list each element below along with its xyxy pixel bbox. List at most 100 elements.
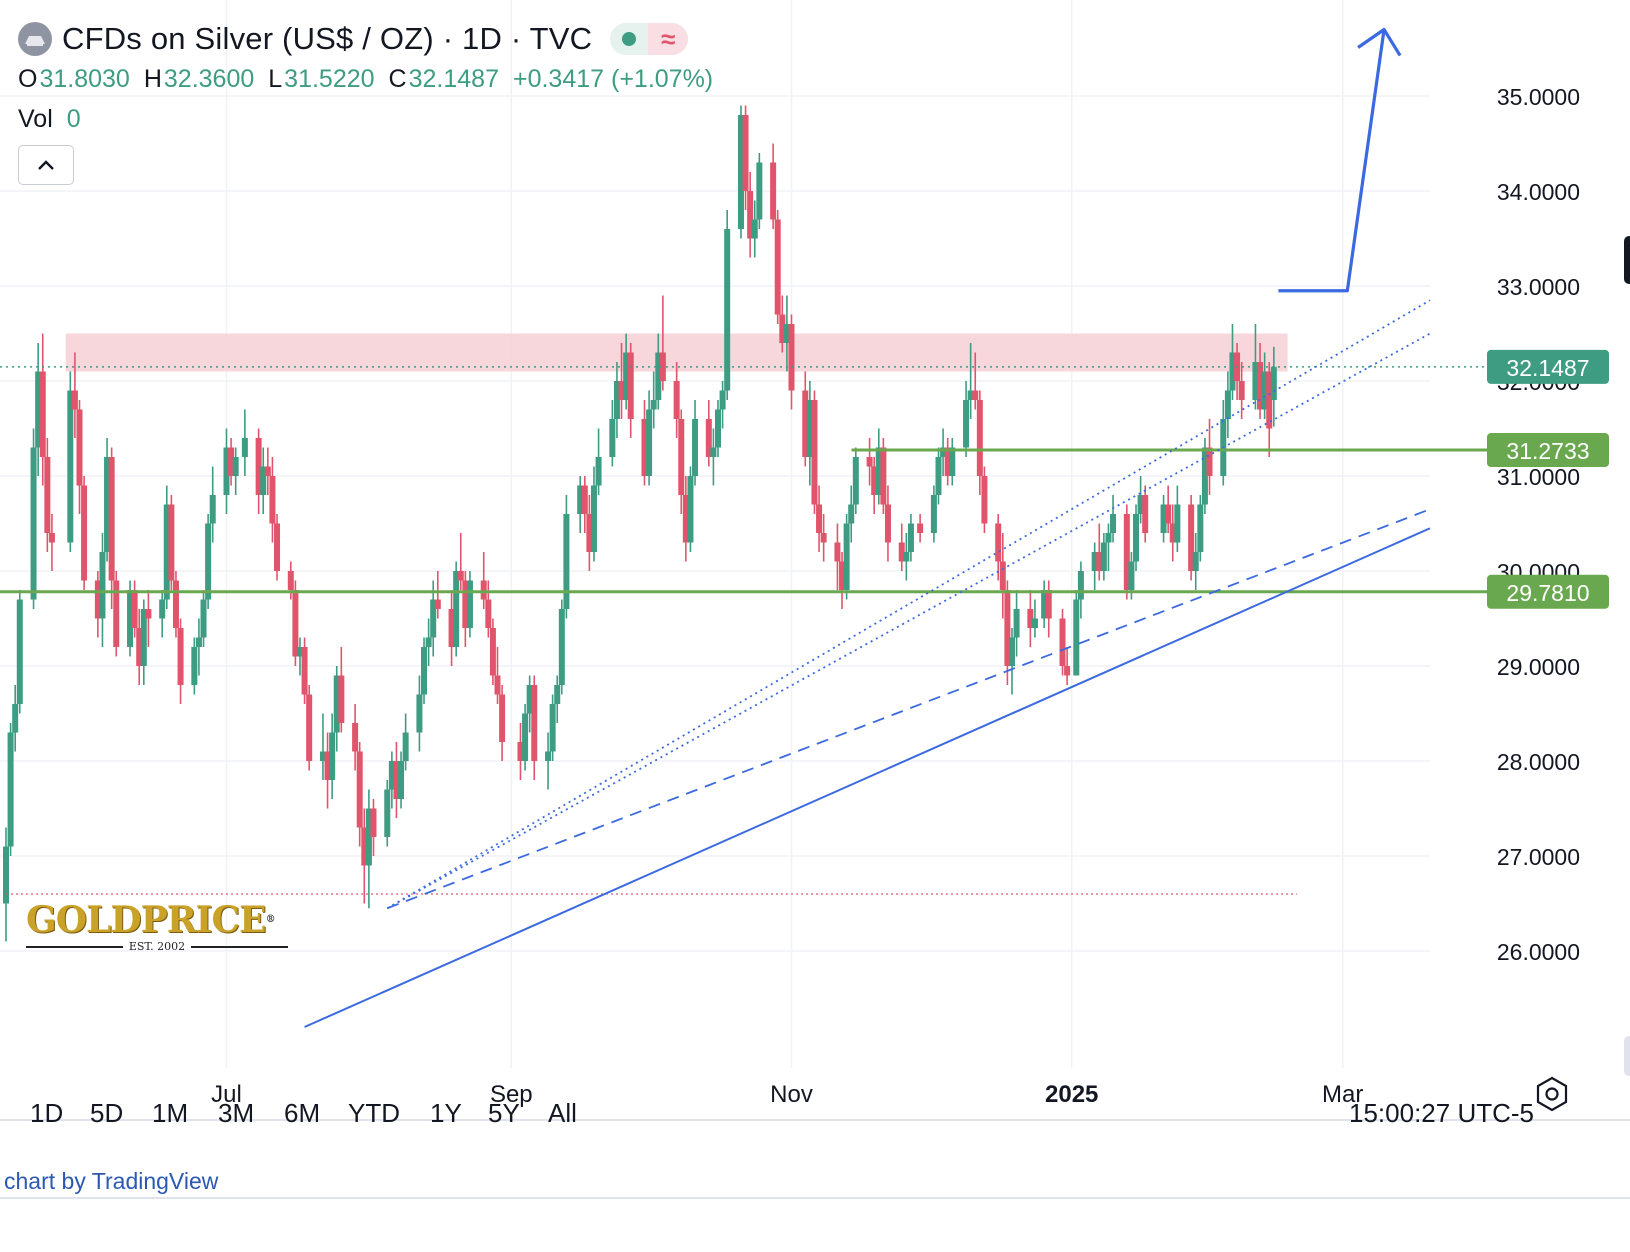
candle — [1027, 590, 1034, 647]
candle — [967, 343, 974, 419]
low-value: 31.5220 — [284, 64, 375, 93]
candle — [200, 590, 207, 647]
candle-body — [1201, 447, 1208, 505]
candle — [462, 571, 469, 647]
tradingview-attribution[interactable]: chart by TradingView — [4, 1168, 218, 1195]
candle — [1165, 485, 1172, 533]
candle-body — [177, 628, 184, 685]
candle — [770, 143, 777, 229]
symbol-title[interactable]: CFDs on Silver (US$ / OZ) · 1D · TVC — [62, 21, 593, 56]
candle — [1174, 485, 1181, 552]
candle-body — [1110, 514, 1117, 533]
candle-body — [292, 590, 299, 657]
candle-body — [39, 371, 46, 457]
candle-body — [811, 400, 818, 505]
candle-body — [590, 485, 597, 552]
candle — [39, 333, 46, 486]
candle — [811, 390, 818, 514]
candle — [526, 675, 533, 733]
candle — [834, 523, 841, 590]
candle-body — [687, 476, 694, 543]
candle — [1059, 609, 1066, 676]
candle — [1077, 561, 1084, 619]
candle-body — [999, 561, 1006, 590]
candle-body — [1027, 609, 1034, 628]
candle — [554, 675, 561, 723]
price-axis[interactable]: 26.000027.000028.000029.000030.000031.00… — [1487, 84, 1609, 965]
time-axis[interactable]: Jul Sep Nov 2025 Mar — [211, 1081, 1363, 1108]
candle-body — [1188, 504, 1195, 571]
candle-body — [1266, 371, 1273, 429]
candle — [76, 400, 83, 514]
candle-body — [1270, 366, 1277, 400]
candle-body — [871, 466, 878, 495]
candle — [944, 438, 951, 486]
candle — [480, 552, 487, 609]
price-tag[interactable]: 29.7810 — [1487, 574, 1609, 609]
candle — [710, 428, 717, 486]
collapse-legend-button[interactable] — [18, 145, 74, 185]
candle — [1041, 580, 1048, 628]
price-tick-label: 27.0000 — [1497, 844, 1580, 870]
chart-settings-icon[interactable] — [1536, 1076, 1568, 1112]
candle — [370, 799, 377, 856]
candle-body — [1064, 666, 1071, 676]
candle-body — [457, 571, 464, 581]
candle — [917, 514, 924, 543]
range-button-5y[interactable]: 5Y — [488, 1098, 520, 1128]
candle — [590, 466, 597, 562]
range-button-1d[interactable]: 1D — [30, 1098, 64, 1128]
candle-body — [384, 789, 391, 837]
candle-body — [1137, 495, 1144, 514]
candle-body — [526, 685, 533, 714]
range-button-6m[interactable]: 6M — [284, 1098, 321, 1128]
candle-body — [67, 390, 74, 543]
candle-body — [917, 523, 924, 533]
attribution-brand[interactable]: TradingView — [91, 1168, 219, 1194]
candle — [783, 295, 790, 372]
volume-legend[interactable]: Vol 0 — [18, 100, 81, 138]
price-tag-label: 29.7810 — [1506, 580, 1589, 606]
range-button-ytd[interactable]: YTD — [348, 1098, 400, 1128]
candle — [715, 400, 721, 457]
range-button-1y[interactable]: 1Y — [430, 1098, 462, 1128]
range-button-1m[interactable]: 1M — [152, 1098, 189, 1128]
ohlc-values: O 31.8030 H 32.3600 L 31.5220 C 32.1487 … — [18, 60, 727, 98]
candle-body — [232, 457, 239, 476]
candle — [324, 732, 331, 809]
candle-body — [710, 447, 717, 457]
candle — [581, 476, 588, 533]
right-scroll-handle-lower[interactable] — [1624, 1036, 1630, 1076]
right-scroll-handle[interactable] — [1624, 236, 1630, 284]
price-tag[interactable]: 31.2733 — [1487, 433, 1609, 468]
candle — [384, 780, 391, 847]
candle-body — [843, 523, 850, 590]
candle — [1192, 533, 1199, 590]
candle-body — [370, 808, 377, 837]
range-button-3m[interactable]: 3M — [218, 1098, 255, 1128]
candle-body — [737, 115, 744, 229]
price-tag[interactable]: 32.1487 — [1487, 349, 1609, 384]
candle — [774, 210, 781, 324]
session-clock[interactable]: 15:00:27 UTC-5 — [1349, 1098, 1534, 1128]
candle-body — [12, 704, 19, 733]
candle — [159, 590, 166, 638]
candle — [1188, 495, 1195, 581]
range-button-all[interactable]: All — [548, 1098, 577, 1128]
candle-body — [554, 685, 561, 704]
high-key: H — [143, 64, 162, 93]
candle — [136, 609, 143, 685]
candle-body — [195, 637, 202, 647]
candle-body — [1004, 590, 1011, 666]
candle — [209, 466, 216, 543]
candle-body — [820, 533, 827, 543]
market-status-pill[interactable]: ≈ — [610, 23, 689, 55]
candle-body — [623, 352, 630, 400]
candle-body — [274, 523, 281, 571]
candle-body — [1229, 352, 1236, 391]
candle-body — [1169, 523, 1176, 543]
range-button-5d[interactable]: 5D — [90, 1098, 124, 1128]
candle — [563, 495, 570, 619]
close-value: 32.1487 — [408, 64, 499, 93]
candle-body — [1257, 362, 1264, 410]
